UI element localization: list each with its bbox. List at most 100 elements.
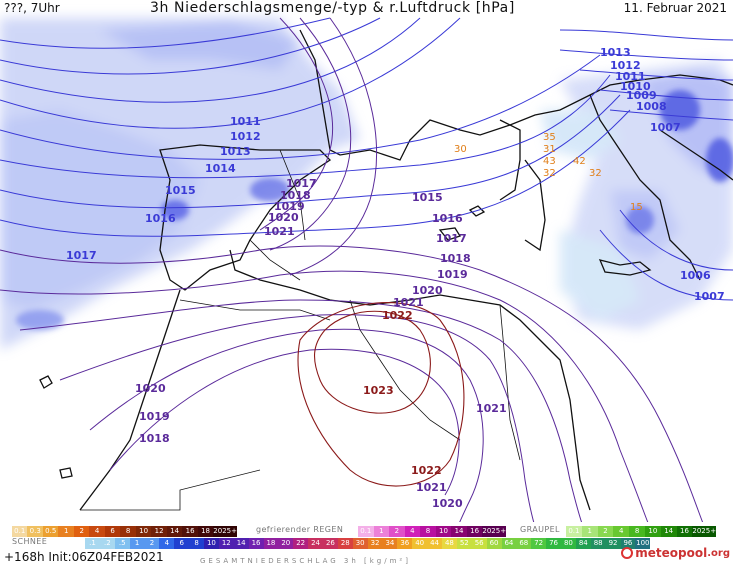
isobar-label-purple: 1021 [416,481,447,494]
legend-swatch: 14 [660,526,677,537]
legend-swatch: 22 [293,538,309,549]
legend-swatch: 2025+ [692,526,717,537]
legend-swatch: 68 [516,538,532,549]
legend-swatch: 4 [404,526,421,537]
isobars-blue [0,17,733,301]
heavy-precip-cores [16,90,733,330]
legend-swatch: 6 [104,526,121,537]
orange-label: 15 [630,202,643,213]
legend-swatch: 10 [135,526,152,537]
graupel-scale-bar: 0.1 1 2 4 8 10 14 16 2025+ [566,526,717,537]
legend-swatch: 2025+ [482,526,507,537]
legend-swatch: 12 [151,526,167,537]
legend-swatch: 52 [456,538,472,549]
isobar-label-purple: 1017 [286,177,317,190]
isobar-label-blue: 1011 [615,70,646,83]
isobar-labels: 1013 1012 1011 1010 1009 1008 1007 1011 … [66,46,725,510]
legend-swatch: 2 [597,526,614,537]
freezing-rain-scale-bar: 0.1 1 2 4 8 10 14 16 2025+ [358,526,507,537]
isobar-label-purple: 1021 [393,296,424,309]
legend-swatch: 40 [412,538,428,549]
isobar-label-purple: 1019 [274,200,305,213]
legend-swatch: 96 [620,538,636,549]
total-precip-label: GESAMTNIEDERSCHLAG 3h [kg/m²] [200,557,411,565]
coastlines [39,29,733,511]
isobar-label-blue: 1016 [145,212,176,225]
graupel-label: GRAUPEL [520,525,560,534]
isobar-label-purple: 1020 [412,284,443,297]
orange-label: 31 [543,144,556,155]
legend-swatch: 0.3 [27,526,43,537]
legend-swatch: 18 [263,538,279,549]
isobar-label-red: 1023 [363,384,394,397]
logo-icon [621,547,634,559]
legend-swatch: 64 [501,538,517,549]
orange-labels: 35 31 43 42 32 32 30 15 [454,132,643,213]
legend-swatch: 10 [435,526,452,537]
legend-swatch: 80 [561,538,576,549]
legend-swatch: 76 [546,538,561,549]
legend-swatch: 1 [129,538,145,549]
snow-scale-bar: 0.1 0.3 0.5 1 2 4 6 8 10 12 14 16 18 2025+ [12,526,237,537]
legend-swatch: 16 [466,526,483,537]
isobar-label-purple: 1021 [476,402,507,415]
legend-swatch: 48 [442,538,457,549]
isobars-purple [0,17,711,541]
forecast-init: +168h Init:06Z04FEB2021 [4,550,164,564]
legend-swatch: 4 [159,538,175,549]
legend-swatch: 4 [89,526,105,537]
legend-swatch: 16 [676,526,693,537]
snow-scale-label: SCHNEE [12,537,48,546]
legend-swatch: 14 [166,526,183,537]
logo-text: meteopool [635,546,708,560]
legend-swatch: 0.1 [566,526,582,537]
isobar-label-purple: 1015 [412,191,443,204]
legend-swatch: 20 [278,538,294,549]
legend-swatch: 8 [189,538,204,549]
isobar-label-purple: 1018 [139,432,170,445]
map-title: 3h Niederschlagsmenge/-typ & r.Luftdruck… [150,0,515,16]
legend-swatch: 36 [397,538,413,549]
legend: 0.1 0.3 0.5 1 2 4 6 8 10 12 14 16 18 2025+ SCHNEE gef… [0,522,733,566]
isobar-label-blue: 1012 [230,130,261,143]
legend-swatch: 8 [420,526,436,537]
isobar-label-purple: 1020 [268,211,299,224]
header-bar: ???, 7Uhr 3h Niederschlagsmenge/-typ & r… [0,0,733,18]
legend-swatch: 60 [486,538,502,549]
isobar-label-blue: 1006 [680,269,711,282]
legend-swatch: .2 [99,538,115,549]
legend-swatch: 2 [389,526,405,537]
legend-swatch: 30 [352,538,368,549]
isobar-label-blue: 1012 [610,59,641,72]
isobar-label-red: 1022 [411,464,442,477]
isobar-label-blue: 1007 [650,121,681,134]
isobar-label-blue: 1014 [205,162,236,175]
isobar-label-purple: 1019 [437,268,468,281]
isobar-label-purple: 1017 [436,232,467,245]
legend-swatch: 1 [581,526,598,537]
orange-label: 32 [543,168,556,179]
legend-swatch: 24 [308,538,323,549]
legend-swatch: 1 [58,526,74,537]
legend-swatch: 16 [182,526,198,537]
orange-label: 32 [589,168,602,179]
meteopool-logo[interactable]: meteopool .org [621,546,730,560]
run-label: ???, 7Uhr [4,1,60,15]
legend-swatch: 92 [605,538,621,549]
isobar-label-purple: 1019 [139,410,170,423]
isobar-label-purple: 1020 [432,497,463,510]
legend-swatch: 2 [73,526,90,537]
isobars-red [297,302,465,487]
isobar-label-blue: 1008 [636,100,667,113]
isobar-label-blue: 1010 [620,80,651,93]
isobar-label-purple: 1018 [280,189,311,202]
orange-label: 43 [543,156,556,167]
legend-swatch: 2025+ [213,526,237,537]
legend-swatch: 2 [144,538,160,549]
legend-swatch: 32 [367,538,383,549]
isobar-label-blue: 1017 [66,249,97,262]
isobar-label-blue: 1015 [165,184,196,197]
logo-suffix: .org [707,547,730,559]
legend-swatch: 88 [590,538,606,549]
